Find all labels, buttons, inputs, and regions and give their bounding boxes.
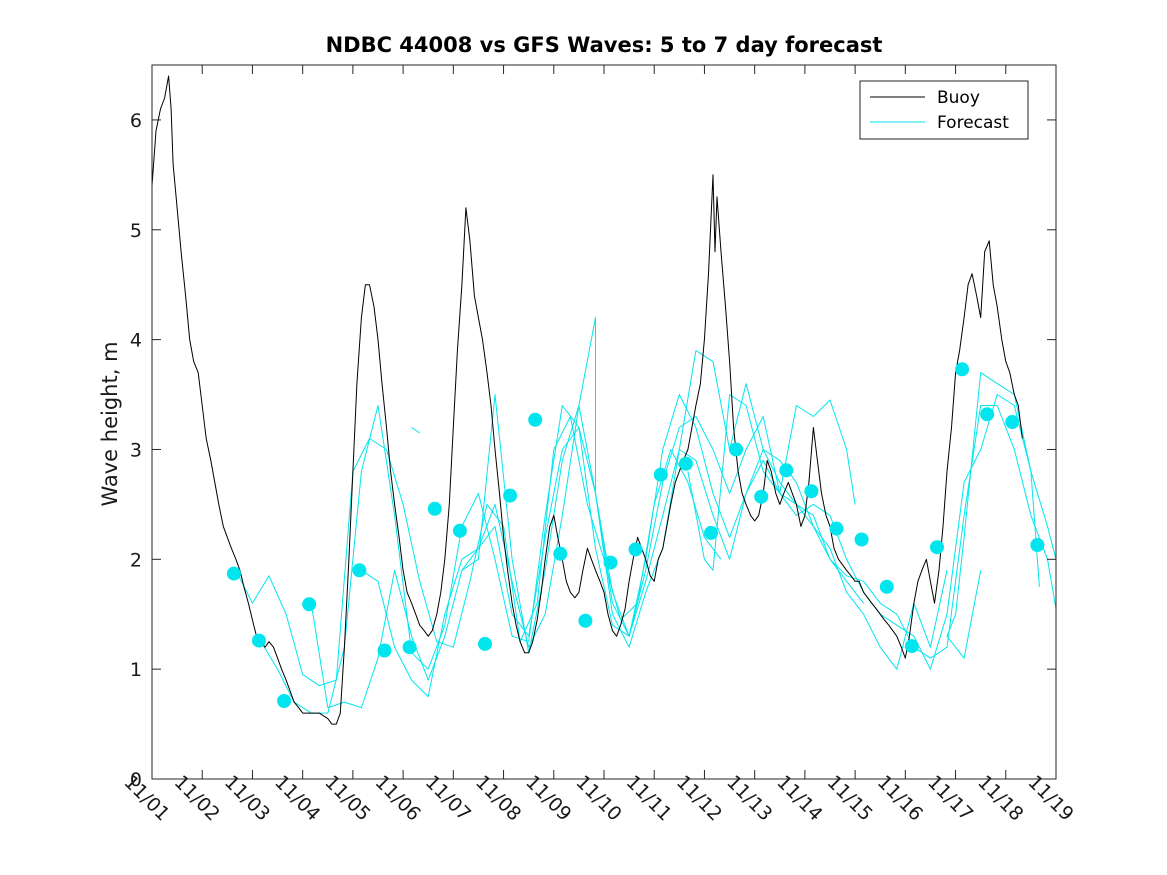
series-line-forecast-run-6 xyxy=(461,399,856,637)
forecast-marker-16 xyxy=(653,467,668,482)
forecast-marker-24 xyxy=(854,532,869,547)
y-tick-label-3: 3 xyxy=(130,439,142,461)
forecast-marker-3 xyxy=(302,597,317,612)
forecast-marker-22 xyxy=(804,484,819,499)
forecast-marker-0 xyxy=(226,566,241,581)
series-line-buoy xyxy=(152,75,1023,725)
y-tick-label-4: 4 xyxy=(130,330,142,352)
y-tick-label-0: 0 xyxy=(130,769,142,791)
forecast-marker-17 xyxy=(678,456,693,471)
forecast-marker-10 xyxy=(503,488,518,503)
forecast-marker-8 xyxy=(452,523,467,538)
forecast-marker-30 xyxy=(1005,415,1020,429)
series-line-forecast-run-7 xyxy=(687,394,1056,659)
forecast-marker-7 xyxy=(427,501,442,516)
y-axis-label: Wave height, m xyxy=(98,341,122,506)
series-line-forecast-run-8 xyxy=(896,394,1056,670)
legend-box xyxy=(859,80,1029,140)
forecast-marker-20 xyxy=(754,489,769,504)
plot-area xyxy=(152,75,1056,725)
forecast-marker-2 xyxy=(277,694,292,708)
forecast-marker-14 xyxy=(603,555,618,570)
forecast-marker-21 xyxy=(779,463,794,478)
forecast-marker-4 xyxy=(352,563,367,578)
forecast-marker-25 xyxy=(879,579,894,594)
forecast-marker-15 xyxy=(628,542,643,557)
forecast-marker-29 xyxy=(980,407,995,422)
legend: Buoy Forecast xyxy=(859,80,1029,140)
series-line-forecast-run-4 xyxy=(361,317,948,698)
forecast-marker-23 xyxy=(829,521,844,536)
forecast-marker-5 xyxy=(377,643,392,658)
legend-forecast-label: Forecast xyxy=(937,113,1009,133)
forecast-marker-26 xyxy=(904,639,919,654)
forecast-marker-31 xyxy=(1030,538,1045,552)
series-line-forecast-run-5 xyxy=(411,427,420,434)
forecast-marker-18 xyxy=(704,525,718,540)
forecast-marker-11 xyxy=(528,412,543,427)
chart-title: NDBC 44008 vs GFS Waves: 5 to 7 day fore… xyxy=(326,33,883,57)
series-line-forecast-run-1 xyxy=(235,416,722,687)
series-group xyxy=(152,75,1056,725)
y-tick-label-1: 1 xyxy=(130,659,142,681)
forecast-marker-9 xyxy=(478,636,492,651)
y-tick-label-6: 6 xyxy=(130,110,142,132)
forecast-marker-6 xyxy=(402,640,417,655)
series-line-forecast-run-3 xyxy=(310,394,898,709)
legend-buoy-label: Buoy xyxy=(937,88,980,108)
y-tick-label-5: 5 xyxy=(130,220,142,242)
y-tick-label-2: 2 xyxy=(130,549,142,571)
forecast-marker-13 xyxy=(578,613,593,628)
forecast-marker-27 xyxy=(930,540,944,555)
forecast-marker-12 xyxy=(553,546,568,561)
forecast-marker-19 xyxy=(729,442,744,457)
series-line-forecast-run-9 xyxy=(946,372,1040,659)
forecast-marker-1 xyxy=(252,633,266,648)
forecast-marker-28 xyxy=(955,362,970,377)
